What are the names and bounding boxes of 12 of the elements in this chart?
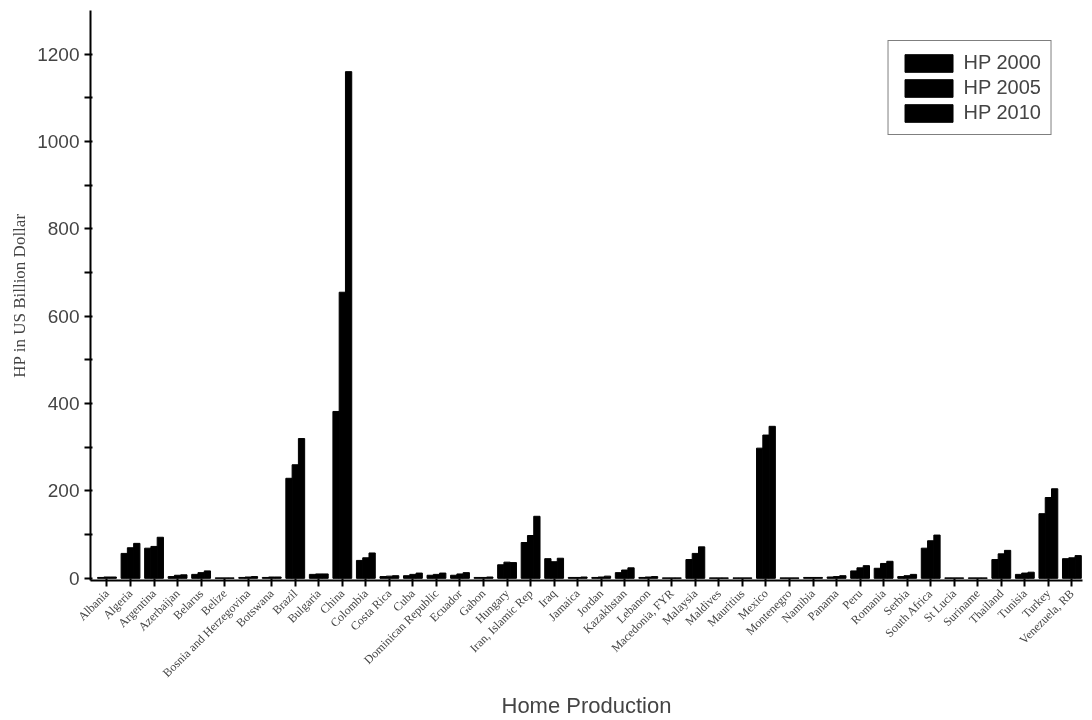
legend-label: HP 2010 [963, 101, 1041, 124]
y-tick-label: 1000 [37, 131, 80, 153]
legend-label: HP 2005 [963, 76, 1041, 99]
y-tick-label: 800 [47, 218, 80, 240]
y-axis-title: HP in US Billion Dollar [10, 213, 30, 378]
legend-label: HP 2000 [963, 51, 1041, 74]
y-tick-label: 600 [47, 305, 80, 327]
x-axis-title: Home Production [501, 692, 672, 718]
y-tick-label: 0 [68, 567, 80, 589]
y-tick-label: 1200 [37, 43, 80, 65]
y-tick-label: 400 [47, 393, 80, 415]
y-tick-label: 200 [47, 480, 80, 502]
